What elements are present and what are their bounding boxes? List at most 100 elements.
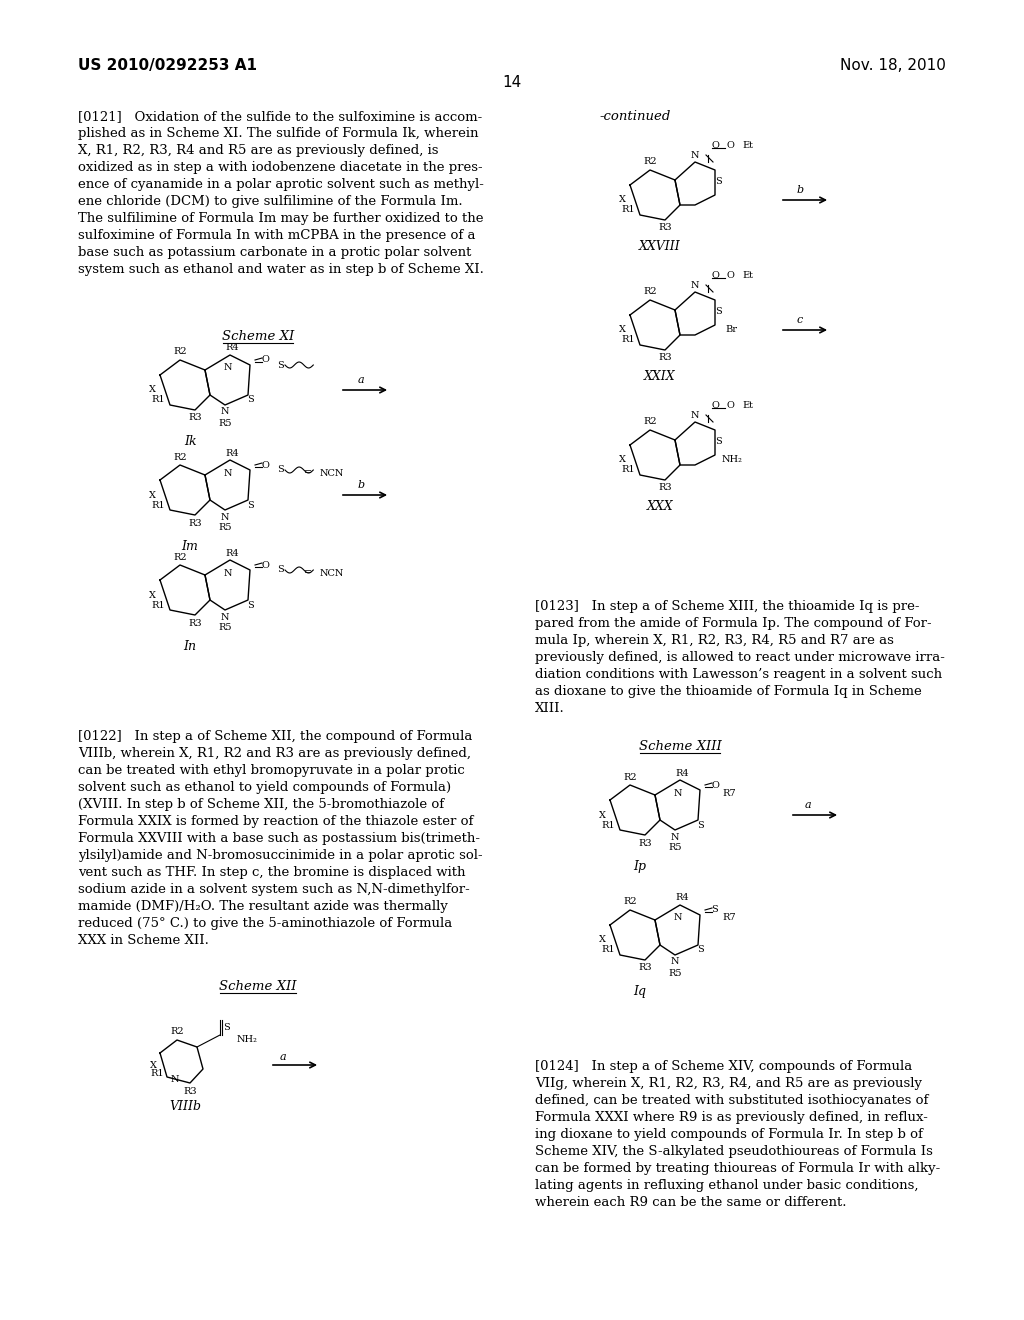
Text: VIIIb, wherein X, R1, R2 and R3 are as previously defined,: VIIIb, wherein X, R1, R2 and R3 are as p…: [78, 747, 471, 760]
Text: VIIIb: VIIIb: [169, 1100, 201, 1113]
Text: [0124]   In step a of Scheme XIV, compounds of Formula: [0124] In step a of Scheme XIV, compound…: [535, 1060, 912, 1073]
Text: pared from the amide of Formula Ip. The compound of For-: pared from the amide of Formula Ip. The …: [535, 616, 932, 630]
Text: R1: R1: [601, 821, 614, 829]
Text: Ip: Ip: [634, 861, 646, 873]
Text: R7: R7: [722, 788, 735, 797]
Text: sodium azide in a solvent system such as N,N-dimethylfor-: sodium azide in a solvent system such as…: [78, 883, 470, 896]
Text: Im: Im: [181, 540, 199, 553]
Text: R2: R2: [170, 1027, 184, 1036]
Text: R1: R1: [622, 335, 635, 345]
Text: O: O: [261, 461, 269, 470]
Text: NCN: NCN: [319, 469, 344, 478]
Text: wherein each R9 can be the same or different.: wherein each R9 can be the same or diffe…: [535, 1196, 847, 1209]
Text: N: N: [224, 363, 232, 372]
Text: system such as ethanol and water as in step b of Scheme XI.: system such as ethanol and water as in s…: [78, 263, 484, 276]
Text: b: b: [797, 185, 804, 195]
Text: S: S: [276, 466, 284, 474]
Text: X, R1, R2, R3, R4 and R5 are as previously defined, is: X, R1, R2, R3, R4 and R5 are as previous…: [78, 144, 438, 157]
Text: O: O: [711, 140, 719, 149]
Text: R5: R5: [669, 843, 682, 853]
Text: R3: R3: [658, 223, 672, 232]
Text: Scheme XI: Scheme XI: [222, 330, 294, 343]
Text: [0122]   In step a of Scheme XII, the compound of Formula: [0122] In step a of Scheme XII, the comp…: [78, 730, 472, 743]
Text: R4: R4: [225, 449, 239, 458]
Text: reduced (75° C.) to give the 5-aminothiazole of Formula: reduced (75° C.) to give the 5-aminothia…: [78, 917, 453, 931]
Text: N: N: [691, 411, 699, 420]
Text: N: N: [171, 1076, 179, 1085]
Text: Iq: Iq: [634, 985, 646, 998]
Text: O: O: [711, 400, 719, 409]
Text: The sulfilimine of Formula Im may be further oxidized to the: The sulfilimine of Formula Im may be fur…: [78, 213, 483, 224]
Text: R3: R3: [638, 838, 652, 847]
Text: R5: R5: [218, 524, 231, 532]
Text: X: X: [618, 326, 626, 334]
Text: S: S: [223, 1023, 230, 1031]
Text: N: N: [671, 833, 679, 842]
Text: ylsilyl)amide and N-bromosuccinimide in a polar aprotic sol-: ylsilyl)amide and N-bromosuccinimide in …: [78, 849, 482, 862]
Text: R1: R1: [152, 601, 165, 610]
Text: mamide (DMF)/H₂O. The resultant azide was thermally: mamide (DMF)/H₂O. The resultant azide wa…: [78, 900, 447, 913]
Text: N: N: [221, 408, 229, 417]
Text: S: S: [247, 500, 253, 510]
Text: N: N: [691, 281, 699, 289]
Text: O: O: [726, 400, 734, 409]
Text: O: O: [711, 780, 719, 789]
Text: N: N: [224, 469, 232, 478]
Text: R2: R2: [624, 772, 637, 781]
Text: R1: R1: [601, 945, 614, 954]
Text: c: c: [797, 315, 803, 325]
Text: VIIg, wherein X, R1, R2, R3, R4, and R5 are as previously: VIIg, wherein X, R1, R2, R3, R4, and R5 …: [535, 1077, 922, 1090]
Text: 14: 14: [503, 75, 521, 90]
Text: O: O: [261, 561, 269, 569]
Text: N: N: [691, 150, 699, 160]
Text: S: S: [247, 396, 253, 404]
Text: R1: R1: [152, 500, 165, 510]
Text: R2: R2: [643, 417, 656, 426]
Text: N: N: [221, 512, 229, 521]
Text: R1: R1: [152, 396, 165, 404]
Text: XIII.: XIII.: [535, 702, 565, 715]
Text: NH₂: NH₂: [237, 1035, 258, 1044]
Text: R2: R2: [173, 453, 186, 462]
Text: XXVIII: XXVIII: [639, 240, 681, 253]
Text: [0121]   Oxidation of the sulfide to the sulfoximine is accom-: [0121] Oxidation of the sulfide to the s…: [78, 110, 482, 123]
Text: Ik: Ik: [183, 436, 197, 447]
Text: Br: Br: [725, 326, 737, 334]
Text: (XVIII. In step b of Scheme XII, the 5-bromothiazole of: (XVIII. In step b of Scheme XII, the 5-b…: [78, 799, 444, 810]
Text: ing dioxane to yield compounds of Formula Ir. In step b of: ing dioxane to yield compounds of Formul…: [535, 1129, 923, 1140]
Text: Nov. 18, 2010: Nov. 18, 2010: [840, 58, 946, 73]
Text: Et: Et: [742, 140, 753, 149]
Text: as dioxane to give the thioamide of Formula Iq in Scheme: as dioxane to give the thioamide of Form…: [535, 685, 922, 698]
Text: previously defined, is allowed to react under microwave irra-: previously defined, is allowed to react …: [535, 651, 945, 664]
Text: b: b: [358, 480, 366, 490]
Text: =: =: [304, 469, 312, 478]
Text: R1: R1: [622, 466, 635, 474]
Text: R3: R3: [188, 519, 202, 528]
Text: S: S: [247, 601, 253, 610]
Text: base such as potassium carbonate in a protic polar solvent: base such as potassium carbonate in a pr…: [78, 246, 471, 259]
Text: NCN: NCN: [319, 569, 344, 578]
Text: R3: R3: [188, 619, 202, 627]
Text: US 2010/0292253 A1: US 2010/0292253 A1: [78, 58, 257, 73]
Text: R1: R1: [622, 206, 635, 214]
Text: R3: R3: [183, 1086, 197, 1096]
Text: sulfoximine of Formula In with mCPBA in the presence of a: sulfoximine of Formula In with mCPBA in …: [78, 228, 475, 242]
Text: Formula XXVIII with a base such as postassium bis(trimeth-: Formula XXVIII with a base such as posta…: [78, 832, 480, 845]
Text: plished as in Scheme XI. The sulfide of Formula Ik, wherein: plished as in Scheme XI. The sulfide of …: [78, 127, 478, 140]
Text: S: S: [715, 437, 721, 446]
Text: S: S: [276, 360, 284, 370]
Text: N: N: [674, 913, 682, 923]
Text: R5: R5: [669, 969, 682, 978]
Text: S: S: [712, 906, 719, 915]
Text: can be formed by treating thioureas of Formula Ir with alky-: can be formed by treating thioureas of F…: [535, 1162, 940, 1175]
Text: Et: Et: [742, 271, 753, 280]
Text: R3: R3: [188, 413, 202, 422]
Text: R2: R2: [173, 347, 186, 356]
Text: R2: R2: [173, 553, 186, 561]
Text: Formula XXIX is formed by reaction of the thiazole ester of: Formula XXIX is formed by reaction of th…: [78, 814, 473, 828]
Text: R4: R4: [225, 549, 239, 557]
Text: X: X: [618, 195, 626, 205]
Text: XXIX: XXIX: [644, 370, 676, 383]
Text: O: O: [726, 271, 734, 280]
Text: R1: R1: [151, 1068, 164, 1077]
